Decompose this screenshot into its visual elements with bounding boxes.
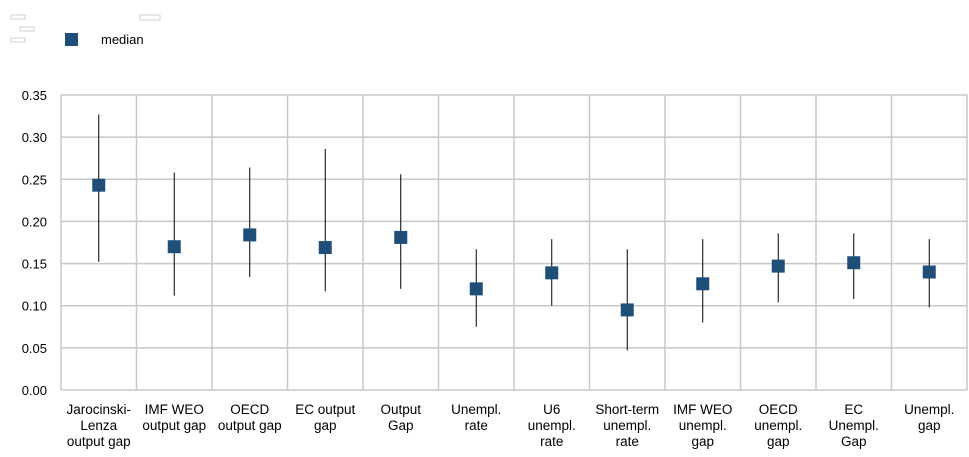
median-marker — [167, 240, 181, 254]
x-tick-label-line: Jarocinski- — [66, 402, 131, 417]
x-tick-label-line: EC output — [295, 402, 355, 417]
x-tick-label-line: OECD — [759, 402, 798, 417]
median-marker — [847, 256, 861, 270]
x-tick-label-line: Lenza — [80, 418, 117, 433]
x-tick-label-line: output gap — [142, 418, 206, 433]
median-marker — [620, 303, 634, 317]
toolbar-icon[interactable] — [10, 14, 161, 43]
x-tick-label-line: IMF WEO — [673, 402, 732, 417]
y-tick-label: 0.05 — [22, 341, 47, 356]
y-axis: 0.00 0.05 0.10 0.15 0.20 0.25 0.30 0.35 — [22, 88, 47, 398]
x-tick-label-line: output gap — [67, 434, 131, 449]
x-tick-label-line: Gap — [841, 434, 867, 449]
x-tick-label-line: gap — [767, 434, 790, 449]
median-marker — [469, 282, 483, 296]
x-tick-label-line: unempl. — [679, 418, 727, 433]
median-marker — [92, 178, 106, 192]
grid — [60, 94, 968, 391]
y-tick-label: 0.35 — [22, 88, 47, 103]
x-tick-label-line: Unempl. — [829, 418, 879, 433]
legend-marker — [65, 33, 78, 46]
median-marker — [394, 230, 408, 244]
y-tick-label: 0.10 — [22, 299, 47, 314]
median-marker — [696, 277, 710, 291]
x-tick-label-line: unempl. — [603, 418, 651, 433]
y-tick-label: 0.15 — [22, 257, 47, 272]
x-tick-label-line: U6 — [543, 402, 560, 417]
x-tick-label-line: EC — [844, 402, 863, 417]
x-tick-label: Unempl.gap — [904, 402, 954, 433]
x-tick-label-line: Unempl. — [904, 402, 954, 417]
y-tick-label: 0.20 — [22, 214, 47, 229]
x-tick-label: Unempl.rate — [451, 402, 501, 433]
x-tick-label-line: rate — [616, 434, 639, 449]
y-tick-label: 0.25 — [22, 172, 47, 187]
x-tick-label-line: Gap — [388, 418, 414, 433]
x-tick-label-line: Output — [380, 402, 421, 417]
y-tick-label: 0.30 — [22, 130, 47, 145]
plot-area — [92, 114, 936, 351]
x-tick-label-line: gap — [918, 418, 941, 433]
y-tick-label: 0.00 — [22, 383, 47, 398]
legend: median — [65, 32, 144, 47]
x-tick-label-line: output gap — [218, 418, 282, 433]
median-marker — [318, 241, 332, 255]
median-marker — [545, 266, 559, 280]
x-tick-label-line: OECD — [230, 402, 269, 417]
x-tick-label-line: rate — [465, 418, 488, 433]
median-marker — [243, 228, 257, 242]
x-tick-label-line: IMF WEO — [145, 402, 204, 417]
x-tick-label-line: unempl. — [754, 418, 802, 433]
x-tick-label-line: Unempl. — [451, 402, 501, 417]
median-marker — [922, 265, 936, 279]
median-marker — [771, 259, 785, 273]
x-tick-label-line: Short-term — [595, 402, 659, 417]
x-tick-label-line: rate — [540, 434, 563, 449]
x-tick-label-line: gap — [691, 434, 714, 449]
x-tick-label-line: unempl. — [528, 418, 576, 433]
x-tick-label-line: gap — [314, 418, 337, 433]
legend-label: median — [101, 32, 144, 47]
